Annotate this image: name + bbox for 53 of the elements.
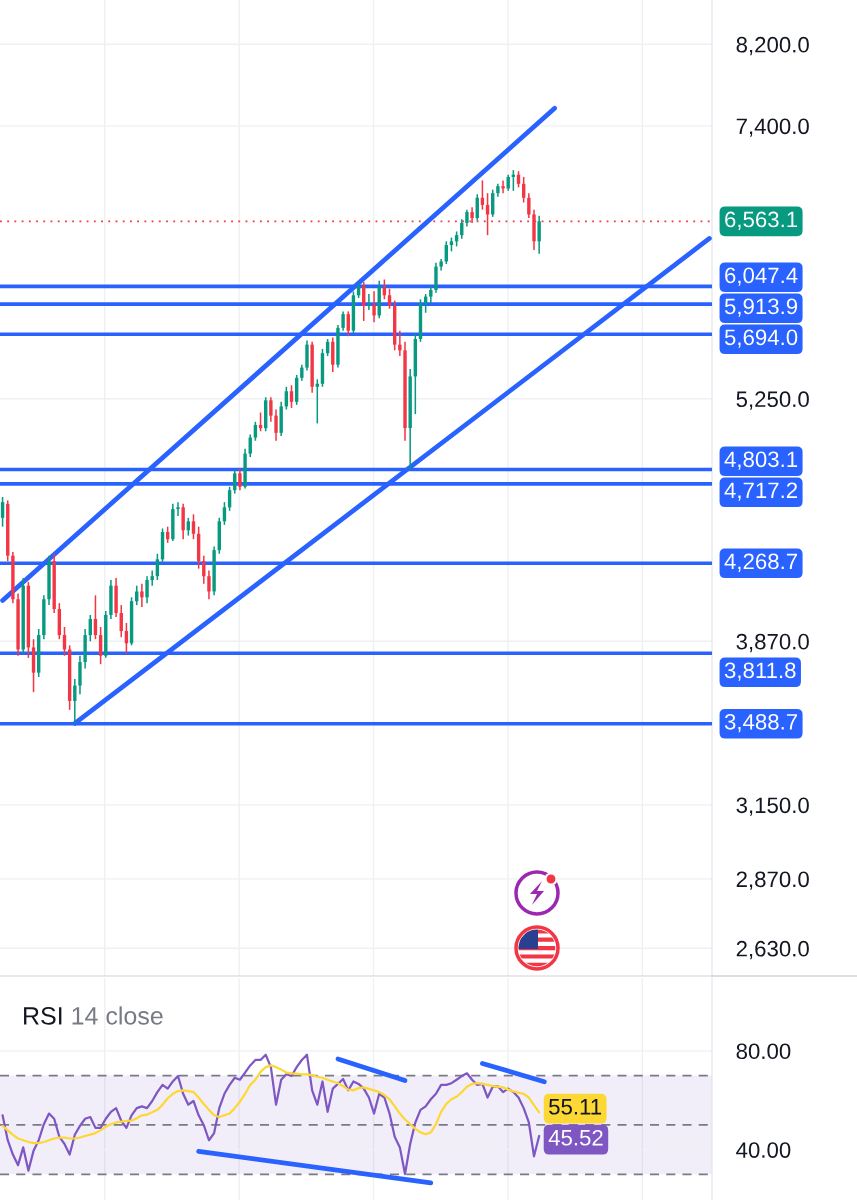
candlestick <box>269 396 273 423</box>
y-tick-label: 80.00 <box>736 1043 791 1060</box>
y-tick-label: 8,200.0 <box>736 36 809 56</box>
candlestick <box>145 575 149 604</box>
candlestick <box>238 467 242 491</box>
y-tick-label: 7,400.0 <box>736 118 809 137</box>
candlestick <box>527 192 531 219</box>
text: RSI <box>24 1007 62 1025</box>
candlestick <box>289 384 294 409</box>
candlestick <box>140 583 144 608</box>
ref-line-label: 4,803.1 <box>724 451 798 470</box>
text: 14 close <box>72 1006 163 1025</box>
candlestick <box>191 513 196 540</box>
ref-line-label: 5,694.0 <box>724 329 798 348</box>
candlestick <box>341 310 345 332</box>
ref-line-label: 5,913.9 <box>724 298 798 317</box>
y-tick-label: 3,870.0 <box>736 633 809 653</box>
candlestick <box>62 626 67 657</box>
candlestick <box>274 408 278 442</box>
candlestick <box>253 421 258 442</box>
candlestick <box>78 654 82 696</box>
candlestick <box>501 179 505 194</box>
candlestick <box>346 310 350 337</box>
line-series <box>1 1064 541 1145</box>
candlestick <box>315 378 320 425</box>
ref-line-label: 6,563.1 <box>725 211 798 230</box>
y-tick-label: 5,250.0 <box>736 391 809 410</box>
candlestick <box>176 501 180 517</box>
candlestick <box>434 261 438 294</box>
ref-line-label: 3,488.7 <box>724 713 798 733</box>
ref-line-label: 4,717.2 <box>724 482 798 501</box>
candlestick <box>398 329 402 357</box>
candlestick <box>305 339 309 372</box>
candlestick <box>387 287 392 310</box>
y-tick-label: 3,150.0 <box>736 797 809 816</box>
data-label: 55.11 <box>549 1099 602 1115</box>
candlestick <box>537 214 541 255</box>
ref-line-label: 4,268.7 <box>724 553 798 572</box>
candlestick <box>372 290 376 324</box>
candlestick <box>150 569 154 587</box>
y-tick-label: 2,630.0 <box>736 940 809 960</box>
candlestick <box>0 496 5 528</box>
line-series <box>1 1053 541 1176</box>
ref-line-label: 3,811.8 <box>724 662 796 681</box>
y-tick-label: 40.00 <box>736 1142 791 1158</box>
y-tick-label: 2,870.0 <box>736 871 809 890</box>
candlestick <box>135 584 139 606</box>
ref-line-label: 6,047.4 <box>725 267 798 286</box>
candlestick <box>98 626 103 665</box>
candlestick <box>181 503 185 540</box>
candlestick <box>73 678 77 725</box>
data-label: 45.52 <box>548 1129 603 1146</box>
candlestick <box>207 569 211 600</box>
